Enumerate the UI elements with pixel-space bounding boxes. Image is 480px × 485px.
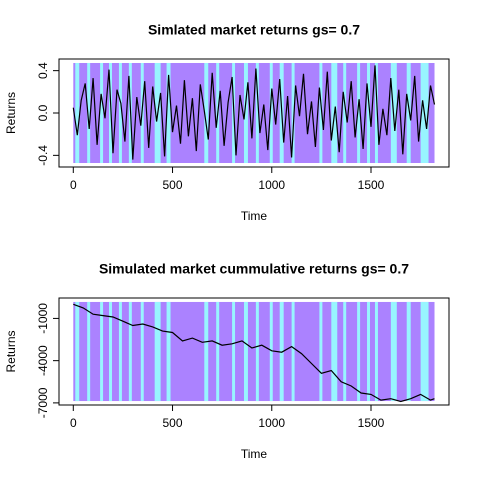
regime-band [100,63,104,163]
regime-band [128,301,132,402]
regime-band [87,63,91,163]
x-tick-label: 500 [163,416,183,430]
regime-band [420,301,429,402]
chart-title: Simlated market returns gs= 0.7 [148,22,360,38]
regime-band [204,301,209,402]
regime-band [357,301,361,402]
regime-band [166,63,171,163]
regime-band [269,301,273,402]
regime-band [291,301,295,402]
y-tick-label: 0.4 [36,62,50,79]
regime-band [255,63,259,163]
y-tick-label: -0.4 [36,145,50,166]
regime-band [374,63,378,163]
regime-band [100,301,104,402]
regime-band [204,63,209,163]
x-axis-label: Time [241,209,268,223]
x-tick-label: 0 [70,178,77,192]
x-tick-label: 1500 [358,416,385,430]
chart-title: Simulated market cummulative returns gs=… [99,261,409,277]
regime-band [357,63,361,163]
regime-band [118,301,122,402]
regime-band [319,301,323,402]
regime-band [243,63,248,163]
y-tick-label: -4000 [36,345,50,376]
regime-band [140,301,144,402]
data-line [72,65,436,160]
y-axis-label: Returns [4,330,18,372]
regime-band [87,301,91,402]
regime-band [216,301,220,402]
x-tick-label: 1000 [258,416,285,430]
regime-band [343,301,347,402]
regime-band [291,63,295,163]
regime-band [243,301,248,402]
regime-band [232,301,236,402]
regime-band [319,63,323,163]
x-tick-label: 1500 [358,178,385,192]
regime-band [374,301,378,402]
x-axis-label: Time [241,447,268,461]
data-line [73,303,435,403]
regime-band [109,301,112,402]
regime-band [75,301,80,402]
regime-band [331,301,338,402]
y-axis-label: Returns [4,92,18,134]
regime-band [343,63,347,163]
regime-band [118,63,122,163]
y-tick-label: -7000 [36,387,50,418]
regime-band [279,301,284,402]
regime-band [255,301,259,402]
regime-band [166,301,171,402]
regime-band [75,63,80,163]
x-tick-label: 500 [163,178,183,192]
x-tick-label: 0 [70,416,77,430]
regime-band [406,63,411,163]
regime-band [269,63,273,163]
y-tick-label: 0.0 [36,104,50,121]
x-tick-label: 1000 [258,178,285,192]
regime-band [390,301,397,402]
y-tick-label: -1000 [36,303,50,334]
regime-band [406,301,411,402]
plot-background [73,301,435,402]
regime-band [367,301,371,402]
regime-band [154,301,161,402]
regime-band [367,63,371,163]
